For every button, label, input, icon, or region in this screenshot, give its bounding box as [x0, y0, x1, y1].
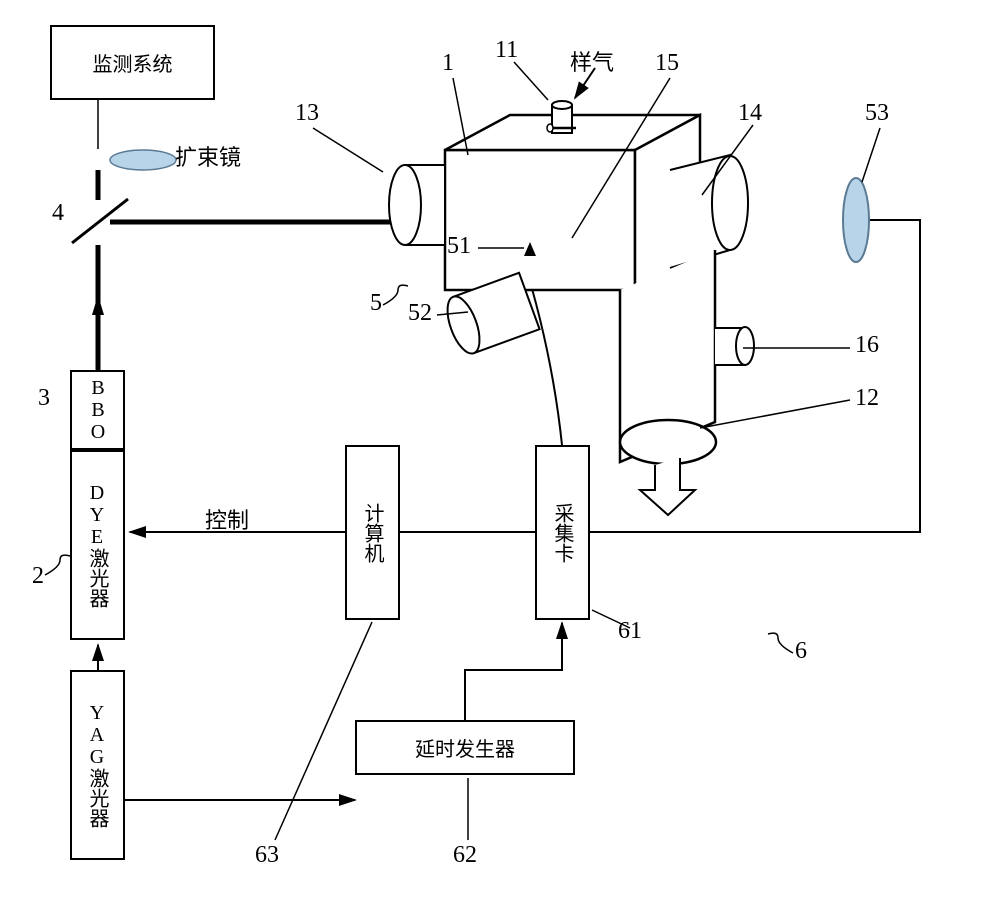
bbo-box: BBO [70, 370, 125, 450]
beam-arrow-icon [92, 295, 104, 315]
delay-label: 延时发生器 [415, 733, 515, 762]
label-62: 62 [453, 842, 477, 869]
bbo-label: BBO [86, 377, 109, 443]
computer-label: 计算机 [358, 503, 387, 563]
sample-chamber [445, 115, 700, 290]
connection [465, 623, 562, 720]
label-13: 13 [295, 100, 319, 127]
label-15: 15 [655, 50, 679, 77]
label-11: 11 [495, 37, 518, 64]
monitor-system-box: 监测系统 [50, 25, 215, 100]
label-5: 5 [370, 290, 382, 317]
label-1: 1 [442, 50, 454, 77]
curly-icon [383, 285, 408, 305]
monitor-label: 监测系统 [93, 48, 173, 77]
yag-label: YAG激光器 [83, 702, 112, 828]
daq-box: 采集卡 [535, 445, 590, 620]
beam-expander-label: 扩束镜 [175, 140, 241, 172]
tof-outlet-arrow-icon [640, 458, 695, 515]
label-63: 63 [255, 842, 279, 869]
port-16 [715, 327, 754, 365]
leader [700, 400, 850, 428]
sample-gas-inlet [547, 101, 576, 133]
label-12: 12 [855, 385, 879, 412]
label-4: 4 [52, 200, 64, 227]
label-16: 16 [855, 332, 879, 359]
curly-icon [768, 633, 793, 653]
label-6: 6 [795, 638, 807, 665]
label-3: 3 [38, 385, 50, 412]
label-51: 51 [447, 233, 471, 260]
label-61: 61 [618, 618, 642, 645]
label-52: 52 [408, 300, 432, 327]
label-53: 53 [865, 100, 889, 127]
port-13 [389, 165, 445, 245]
daq-label: 采集卡 [548, 503, 577, 563]
control-label: 控制 [205, 503, 249, 535]
leader [514, 62, 548, 100]
computer-box: 计算机 [345, 445, 400, 620]
dye-label: DYE激光器 [83, 482, 112, 608]
beam-expander-lens [110, 150, 176, 170]
dye-laser-box: DYE激光器 [70, 450, 125, 640]
yag-laser-box: YAG激光器 [70, 670, 125, 860]
curly-icon [45, 555, 70, 575]
label-14: 14 [738, 100, 762, 127]
sample-gas-label: 样气 [570, 45, 614, 77]
leader [313, 128, 383, 172]
label-2: 2 [32, 563, 44, 590]
port-14 [670, 155, 748, 268]
delay-generator-box: 延时发生器 [355, 720, 575, 775]
leader [862, 128, 880, 182]
filter-53 [843, 178, 869, 262]
